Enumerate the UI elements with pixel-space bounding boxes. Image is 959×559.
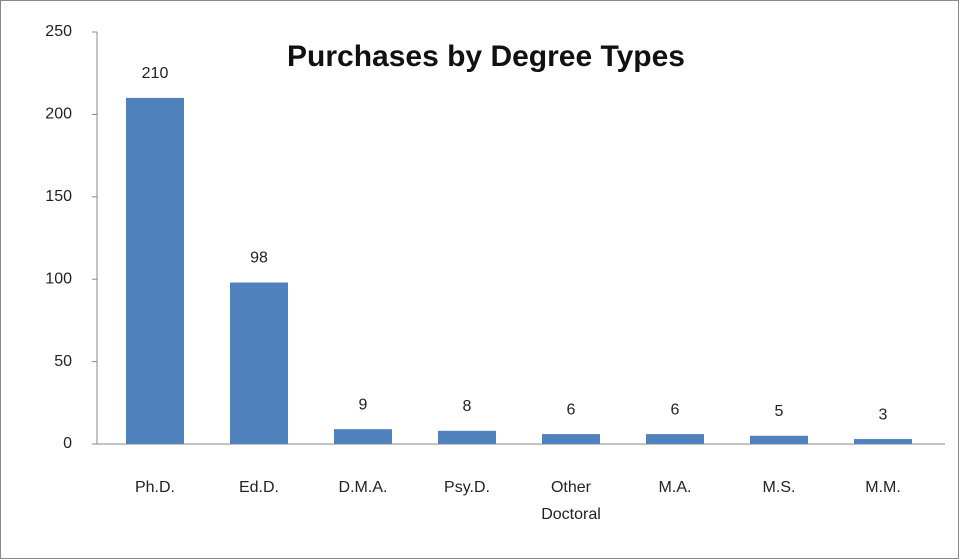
data-label: 8 [463,398,472,415]
x-tick-label: Ed.D. [239,479,279,496]
data-label: 3 [879,406,888,423]
bar [646,434,704,444]
data-label: 9 [359,396,368,413]
y-tick-label: 50 [54,353,72,370]
bar [750,435,808,444]
x-tick-label: Ph.D. [135,479,175,496]
bar [854,439,912,444]
bar [126,97,184,445]
data-label: 210 [142,65,169,82]
y-tick-label: 150 [45,188,72,205]
data-label: 6 [671,401,680,418]
bar [438,430,496,444]
x-tick-label: M.S. [763,479,796,496]
x-tick-label: D.M.A. [339,479,388,496]
data-label: 6 [567,401,576,418]
y-tick-label: 250 [45,23,72,40]
y-tick-label: 0 [63,435,72,452]
bar [230,282,288,444]
data-label: 98 [250,250,268,267]
x-tick-label: M.M. [865,479,901,496]
data-label: 5 [775,403,784,420]
y-tick-label: 200 [45,106,72,123]
bar [542,434,600,444]
y-tick-label: 100 [45,270,72,287]
chart-title: Purchases by Degree Types [287,40,685,73]
x-tick-label: Other Doctoral [541,479,601,523]
x-tick-label: M.A. [659,479,692,496]
x-tick-label: Psy.D. [444,479,490,496]
bar [334,429,392,444]
